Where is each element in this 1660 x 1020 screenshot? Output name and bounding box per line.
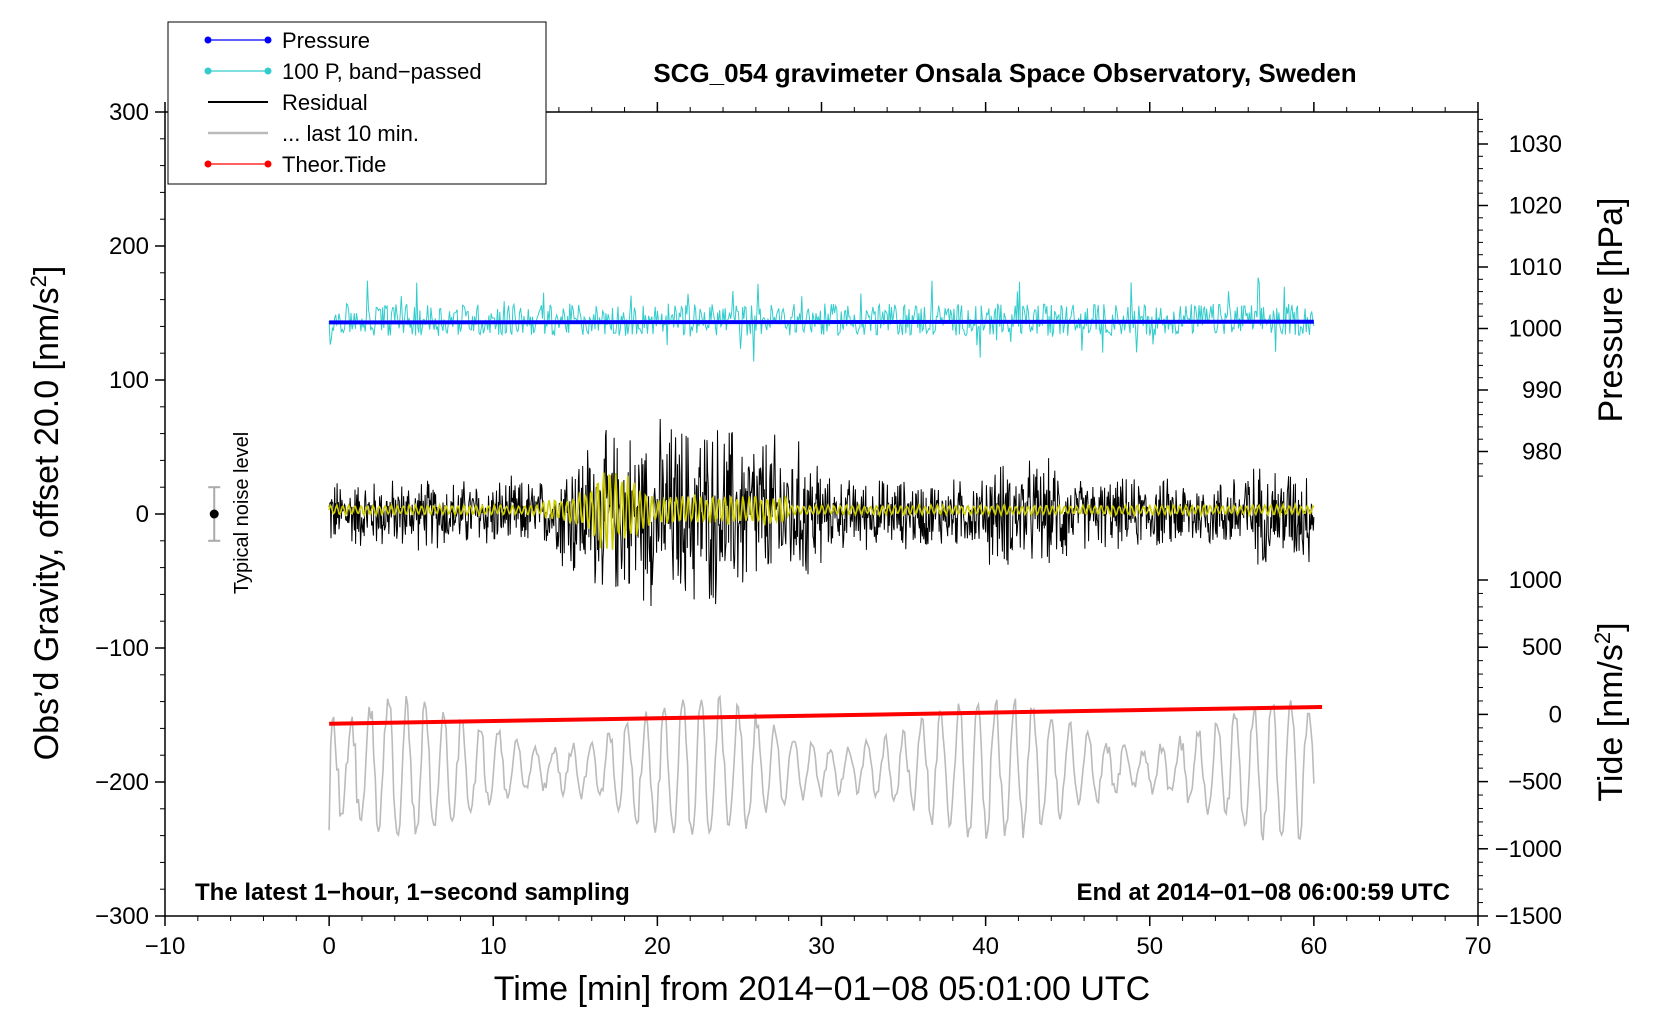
legend-marker xyxy=(264,160,272,168)
tide-tick-label: 1000 xyxy=(1509,567,1562,594)
y-axis-label-left-close: ] xyxy=(28,266,66,275)
legend-label: Residual xyxy=(282,90,368,115)
pressure-tick-label: 990 xyxy=(1522,377,1562,404)
x-tick-label: 50 xyxy=(1136,933,1163,960)
y-axis-pressure: 1030 1020 1010 1000 990 980 xyxy=(1478,118,1562,477)
y-tick-label: −100 xyxy=(95,635,149,662)
noise-level-indicator: Typical noise level xyxy=(208,432,253,594)
annotation-sampling: The latest 1−hour, 1−second sampling xyxy=(195,879,630,906)
legend-marker xyxy=(204,67,212,75)
pressure-tick-label: 980 xyxy=(1522,439,1562,466)
x-tick-label: 70 xyxy=(1465,933,1492,960)
tide-tick-label: 500 xyxy=(1522,634,1562,661)
series-residual-filtered-line xyxy=(328,472,1315,550)
pressure-tick-label: 1030 xyxy=(1509,131,1562,158)
x-tick-label: 40 xyxy=(972,933,999,960)
x-tick-label: 10 xyxy=(480,933,507,960)
y-axis-label-pressure: Pressure [hPa] xyxy=(1592,198,1630,423)
y-axis-label-left-sup: 2 xyxy=(26,275,51,287)
series-theor-tide-line xyxy=(329,705,1323,726)
tide-tick-label: 0 xyxy=(1549,701,1562,728)
pressure-tick-label: 1010 xyxy=(1509,254,1562,281)
legend-label: ... last 10 min. xyxy=(282,121,419,146)
x-tick-label: 30 xyxy=(808,933,835,960)
tide-tick-label: −1000 xyxy=(1495,836,1562,863)
series-last10min-line xyxy=(328,694,1315,841)
legend-marker xyxy=(264,36,272,44)
x-tick-label: 60 xyxy=(1301,933,1328,960)
tide-tick-label: −1500 xyxy=(1495,903,1562,930)
legend-marker xyxy=(204,160,212,168)
y-tick-label: 300 xyxy=(109,99,149,126)
y-axis-label-tide: Tide [nm/s2] xyxy=(1590,622,1630,801)
y-tick-label: 0 xyxy=(136,501,149,528)
noise-label: Typical noise level xyxy=(231,432,253,594)
y-tick-label: 100 xyxy=(109,367,149,394)
legend-label: 100 P, band−passed xyxy=(282,59,482,84)
pressure-tick-label: 1020 xyxy=(1509,193,1562,220)
series-group xyxy=(328,277,1323,841)
legend-label: Theor.Tide xyxy=(282,152,386,177)
y-axis-tide: 1000 500 0 −500 −1000 −1500 xyxy=(1478,567,1562,930)
chart-title: SCG_054 gravimeter Onsala Space Observat… xyxy=(653,58,1356,88)
legend-label: Pressure xyxy=(282,28,370,53)
legend-marker xyxy=(264,67,272,75)
y-axis-label-left-text: Obs’d Gravity, offset 20.0 [nm/s xyxy=(28,287,66,760)
series-pressure-bandpassed-line xyxy=(328,277,1315,362)
y-axis-label-tide-close: ] xyxy=(1592,622,1630,631)
y-axis-label-tide-text: Tide [nm/s xyxy=(1592,644,1630,801)
x-tick-label: 20 xyxy=(644,933,671,960)
y-tick-label: −300 xyxy=(95,903,149,930)
tide-tick-label: −500 xyxy=(1508,769,1562,796)
x-tick-label: −10 xyxy=(145,933,186,960)
series-pressure-line xyxy=(329,319,1314,325)
x-tick-label: 0 xyxy=(322,933,335,960)
x-axis-label: Time [min] from 2014−01−08 05:01:00 UTC xyxy=(494,970,1150,1008)
y-axis-label-left: Obs’d Gravity, offset 20.0 [nm/s2] xyxy=(26,266,66,761)
annotation-end-time: End at 2014−01−08 06:00:59 UTC xyxy=(1076,879,1450,906)
legend: Pressure 100 P, band−passed Residual ... la… xyxy=(167,21,547,185)
y-tick-label: 200 xyxy=(109,233,149,260)
y-axis-left: 300 200 100 0 −100 −200 −300 xyxy=(95,99,165,930)
noise-dot xyxy=(209,509,219,519)
pressure-tick-label: 1000 xyxy=(1509,316,1562,343)
legend-marker xyxy=(204,36,212,44)
y-axis-label-tide-sup: 2 xyxy=(1590,632,1615,644)
x-axis: −10 0 10 20 30 40 50 60 70 xyxy=(145,102,1492,960)
y-tick-label: −200 xyxy=(95,769,149,796)
